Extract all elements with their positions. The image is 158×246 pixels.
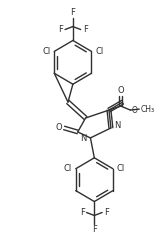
Text: F: F xyxy=(80,208,85,217)
Text: F: F xyxy=(104,208,109,217)
Text: Cl: Cl xyxy=(64,164,72,173)
Text: F: F xyxy=(58,25,63,34)
Text: Cl: Cl xyxy=(95,47,104,56)
Text: Cl: Cl xyxy=(42,47,50,56)
Text: F: F xyxy=(83,25,88,34)
Text: F: F xyxy=(92,225,97,234)
Text: Cl: Cl xyxy=(117,164,125,173)
Text: F: F xyxy=(70,8,75,16)
Text: N: N xyxy=(80,134,87,143)
Text: O: O xyxy=(55,123,62,133)
Text: O: O xyxy=(131,106,137,115)
Text: O: O xyxy=(117,86,124,95)
Text: N: N xyxy=(114,122,120,130)
Text: CH₃: CH₃ xyxy=(140,105,154,114)
